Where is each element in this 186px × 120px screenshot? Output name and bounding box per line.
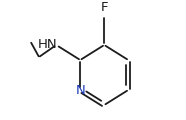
Text: HN: HN — [38, 38, 58, 51]
Text: N: N — [75, 84, 85, 96]
Text: F: F — [100, 1, 108, 14]
